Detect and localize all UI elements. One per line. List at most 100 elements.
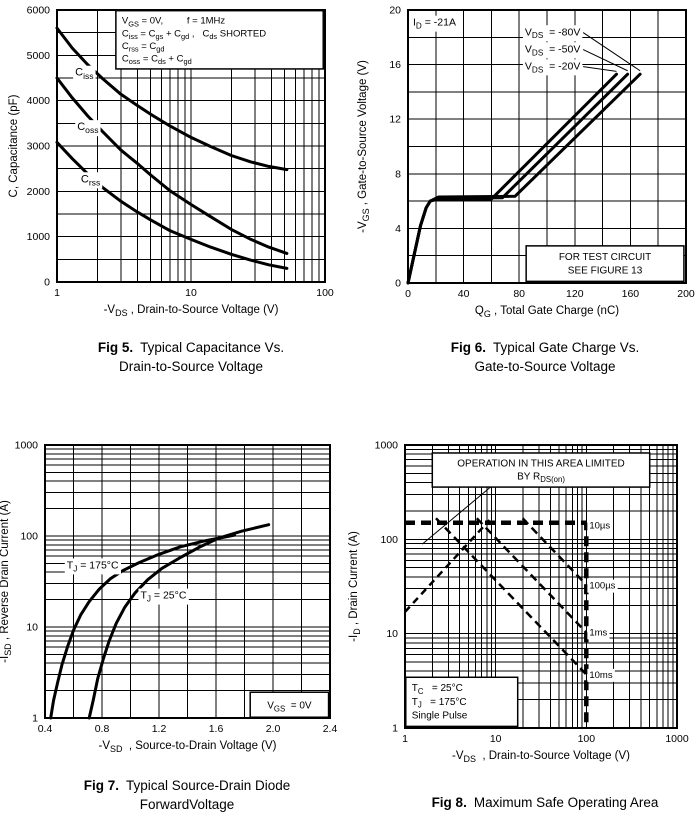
fig6-leader-line [582, 49, 628, 72]
fig7-x-tick-label: 1.2 [152, 723, 167, 735]
fig5-y-tick-label: 6000 [27, 5, 51, 17]
fig7-annotation-box-0 [249, 691, 330, 718]
fig5-curve-label: Coss [77, 121, 98, 135]
fig8-leader-line [421, 485, 492, 545]
fig8-caption-line1: Fig 8. Maximum Safe Operating Area [390, 793, 698, 812]
fig8-y-tick-label: 10 [386, 628, 398, 640]
fig8-annotation-box-1 [405, 676, 519, 728]
fig6-caption-line1: Fig 6. Typical Gate Charge Vs. [400, 338, 690, 357]
fig6-y-axis-title: -VGS , Gate-to-Source Voltage (V) [357, 60, 371, 233]
fig7-curve-label: TJ = 25°C [140, 590, 186, 604]
fig8-curve-rds-on-limit [404, 519, 491, 613]
fig6-box-text: FOR TEST CIRCUIT [559, 252, 651, 263]
fig8-box-text: Single Pulse [412, 711, 468, 722]
fig5-curve-label: Ciss [75, 67, 93, 81]
fig6-caption-text: Typical Gate Charge Vs. [492, 340, 640, 355]
fig5-y-tick-label: 4000 [27, 95, 51, 107]
fig8-x-tick-label: 1 [402, 733, 408, 745]
fig6-caption-prefix: Fig 6. [450, 340, 486, 355]
fig8-y-axis-title: -ID , Drain Current (A) [348, 531, 362, 642]
fig7-curve-tj-25c [87, 523, 271, 720]
fig8-y-tick-label: 100 [380, 534, 398, 546]
fig7-frame [44, 444, 331, 719]
fig7-caption-text: Typical Source-Drain Diode [125, 778, 291, 793]
fig7-plot: VGS = 0V TJ = 175°C TJ = 25°C 0.4 0.8 1.2 1.6 2… [0, 440, 337, 755]
fig8-curve-label: 10µs [589, 521, 610, 532]
fig5-y-axis-title: C, Capacitance (pF) [8, 94, 20, 197]
fig8-curve-label: 10ms [589, 670, 612, 681]
fig5-x-tick-label: 10 [185, 287, 197, 299]
fig8-caption: Fig 8. Maximum Safe Operating Area [390, 793, 698, 812]
fig8-x-tick-label: 100 [578, 733, 596, 745]
fig7-caption: Fig 7. Typical Source-Drain Diode Forward… [37, 776, 337, 814]
fig7-y-tick-label: 1 [32, 713, 38, 725]
fig6-curve-label: ID = -21A [413, 17, 456, 31]
fig6-x-tick-label: 160 [622, 288, 640, 300]
fig7-caption-prefix: Fig 7. [83, 778, 119, 793]
fig7-x-tick-label: 2.4 [323, 723, 338, 735]
fig5-x-axis-title: -VDS , Drain-to-Source Voltage (V) [104, 304, 279, 318]
fig6-y-tick-label: 8 [395, 168, 401, 180]
fig5-box-text: Coss = Cds + Cgd [122, 53, 192, 66]
fig7-x-tick-label: 1.6 [209, 723, 224, 735]
fig8-curve-limit-10ms [435, 517, 588, 676]
fig8-curve-limit-1ms [475, 517, 588, 634]
fig5-y-tick-label: 2000 [27, 186, 51, 198]
fig5-caption: Fig 5. Typical Capacitance Vs. Drain-to-S… [57, 338, 325, 376]
fig8-box-text: OPERATION IN THIS AREA LIMITED [457, 458, 624, 469]
fig7-x-axis-title: -VSD , Source-to-Drain Voltage (V) [98, 740, 276, 754]
fig5-frame [56, 9, 326, 283]
fig8-caption-prefix: Fig 8. [431, 795, 467, 810]
fig6-x-tick-label: 200 [677, 288, 695, 300]
fig5-curve-coss [55, 76, 289, 255]
fig8-plot: OPERATION IN THIS AREA LIMITED BY RDS(on)… [348, 440, 689, 765]
fig8-y-tick-label: 1 [392, 723, 398, 735]
fig6-y-tick-label: 0 [395, 278, 401, 290]
fig6-x-tick-label: 0 [405, 288, 411, 300]
fig7-caption-line1: Fig 7. Typical Source-Drain Diode [37, 776, 337, 795]
fig7-grid [44, 444, 331, 719]
fig7-curve-label: TJ = 175°C [67, 559, 119, 573]
fig7-box-text: VGS = 0V [267, 700, 312, 713]
fig6-curve-label: VDS = -20V [525, 60, 580, 74]
fig6-annotation-box-0 [525, 245, 685, 283]
fig8-y-tick-label: 1000 [375, 440, 399, 452]
fig7-y-tick-label: 1000 [15, 440, 39, 452]
fig6-y-tick-label: 20 [389, 5, 401, 17]
fig7-x-tick-label: 2.0 [266, 723, 281, 735]
fig6-x-axis-title: QG , Total Gate Charge (nC) [475, 305, 619, 319]
fig7-y-tick-label: 10 [26, 622, 38, 634]
fig5-caption-prefix: Fig 5. [97, 340, 134, 355]
fig7-x-tick-label: 0.8 [95, 723, 110, 735]
fig6-x-tick-label: 40 [458, 288, 470, 300]
fig8-x-tick-label: 1000 [665, 733, 689, 745]
fig5-caption-text: Typical Capacitance Vs. [140, 340, 285, 355]
fig7-caption-line2: ForwardVoltage [139, 797, 235, 812]
fig8-caption-text: Maximum Safe Operating Area [473, 795, 659, 810]
fig8-curve-limit-100us [521, 517, 588, 586]
fig6-x-tick-label: 120 [566, 288, 584, 300]
fig7-x-tick-label: 0.4 [38, 723, 53, 735]
fig6-y-tick-label: 16 [389, 59, 401, 71]
fig6-y-tick-label: 12 [389, 114, 401, 126]
fig8-curve-label: 100µs [589, 581, 615, 592]
fig8-box-text: TC = 25°C [412, 683, 463, 696]
fig5-x-tick-label: 100 [316, 287, 334, 299]
fig6-curve-vds-20v [406, 72, 618, 285]
fig6-curve-label: VDS = -50V [525, 43, 580, 57]
fig8-x-axis-title: -VDS , Drain-to-Source Voltage (V) [452, 750, 630, 764]
fig8-curve-label: 1ms [589, 627, 607, 638]
fig5-box-text: Ciss = Cgs + Cgd , Cds SHORTED [122, 28, 266, 41]
fig8-x-tick-label: 10 [490, 733, 502, 745]
fig7-curve-tj-175c [49, 533, 236, 720]
fig8-frame [404, 444, 678, 729]
fig6-plot: FOR TEST CIRCUIT SEE FIGURE 13 ID = -21A VD… [357, 5, 695, 320]
fig5-y-tick-label: 5000 [27, 50, 51, 62]
fig6-leader-line [583, 66, 617, 72]
fig8-box-text: BY RDS(on) [517, 471, 565, 484]
fig8-annotation-box-0 [431, 452, 651, 488]
fig6-caption-line2: Gate-to-Source Voltage [474, 359, 616, 374]
fig5-box-text: Crss = Cgd [122, 41, 165, 54]
